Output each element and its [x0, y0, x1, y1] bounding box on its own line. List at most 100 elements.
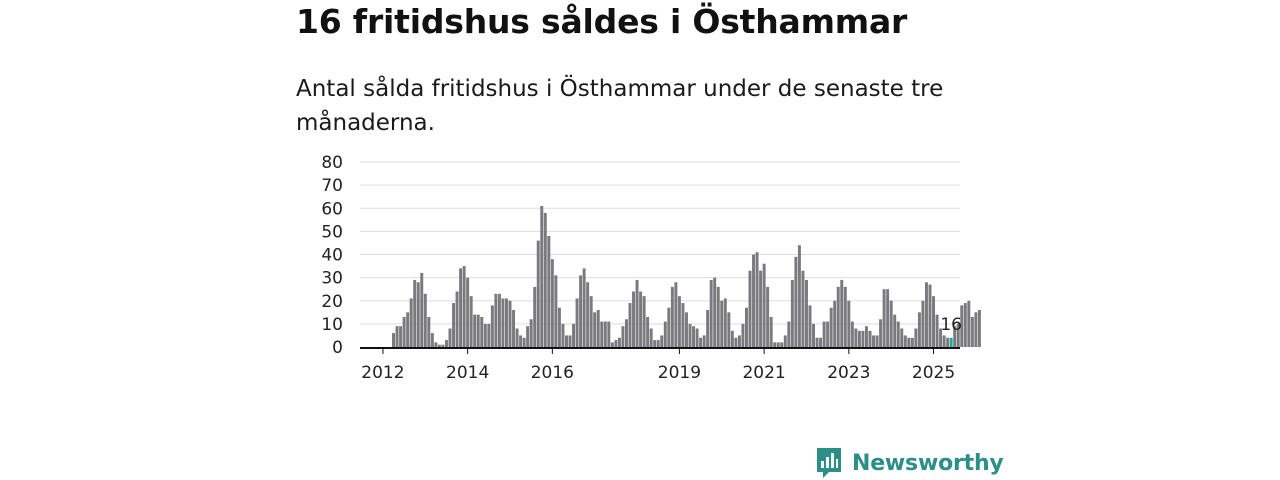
bar	[466, 277, 470, 348]
bar	[519, 335, 523, 347]
bar	[430, 333, 434, 348]
bar	[575, 298, 579, 347]
bar	[879, 319, 883, 347]
bar	[459, 268, 463, 348]
bar	[769, 316, 773, 347]
bar	[797, 245, 801, 347]
bar	[469, 296, 473, 348]
bar	[667, 307, 671, 347]
bar	[589, 296, 593, 348]
bar	[829, 307, 833, 347]
bar	[900, 328, 904, 347]
bar	[970, 316, 974, 347]
bar	[826, 321, 830, 347]
bar	[850, 321, 854, 347]
bar	[773, 342, 777, 348]
bar	[917, 312, 921, 347]
y-tick-label: 20	[321, 292, 343, 312]
bar	[420, 273, 424, 347]
bar	[875, 335, 879, 347]
bar	[744, 307, 748, 347]
bar	[504, 298, 508, 347]
x-tick-label: 2019	[658, 363, 701, 383]
bar	[522, 337, 526, 347]
bar	[480, 316, 484, 347]
bar	[699, 337, 703, 347]
bar	[402, 316, 406, 347]
bar	[674, 282, 678, 347]
bar	[752, 254, 756, 347]
bar	[473, 314, 477, 348]
y-tick-label: 60	[321, 199, 343, 219]
bar	[670, 286, 674, 348]
bar	[822, 321, 826, 347]
x-tick-label: 2014	[446, 363, 489, 383]
bar	[889, 300, 893, 347]
bar	[434, 342, 438, 348]
bar	[483, 323, 487, 348]
bar	[663, 321, 667, 347]
y-tick-label: 40	[321, 246, 343, 266]
bar	[593, 312, 597, 347]
bar	[843, 286, 847, 348]
bar	[395, 326, 399, 347]
bar	[614, 340, 618, 347]
bar	[808, 305, 812, 348]
bar	[886, 289, 890, 347]
bar	[727, 312, 731, 347]
bar	[441, 344, 445, 347]
bar	[610, 342, 614, 348]
bar	[801, 270, 805, 347]
bar	[444, 340, 448, 347]
bar	[681, 303, 685, 347]
bar	[861, 330, 865, 347]
bar	[783, 335, 787, 347]
bar	[543, 212, 547, 348]
bar	[603, 321, 607, 347]
bar	[607, 321, 611, 347]
bar	[766, 286, 770, 348]
bar	[702, 335, 706, 347]
bar	[596, 310, 600, 347]
bar	[635, 279, 639, 347]
bar	[956, 323, 960, 348]
bar	[967, 300, 971, 347]
bar	[932, 296, 936, 348]
bar	[939, 328, 943, 347]
bar	[582, 268, 586, 348]
bar	[409, 298, 413, 347]
grid-lines	[360, 161, 960, 325]
bar	[812, 323, 816, 348]
bar	[748, 270, 752, 347]
bar	[854, 328, 858, 347]
bar	[649, 328, 653, 347]
bar	[893, 314, 897, 348]
bar	[903, 335, 907, 347]
bar	[490, 305, 494, 348]
bar	[540, 205, 544, 347]
bar	[780, 342, 784, 348]
y-tick-label: 10	[321, 315, 343, 335]
bar	[833, 300, 837, 347]
bar	[455, 291, 459, 347]
x-tick-label: 2012	[361, 363, 404, 383]
bar	[706, 310, 710, 347]
x-tick-label: 2021	[742, 363, 785, 383]
bar	[515, 328, 519, 347]
bar	[868, 330, 872, 347]
bar	[737, 335, 741, 347]
bar	[723, 298, 727, 347]
bar	[557, 307, 561, 347]
bar	[960, 305, 964, 348]
bar	[921, 300, 925, 347]
y-tick-label: 0	[332, 338, 343, 358]
bar	[656, 340, 660, 347]
bar	[946, 337, 950, 347]
bar	[935, 314, 939, 348]
bar	[508, 300, 512, 347]
bar	[974, 312, 978, 347]
y-axis-ticks: 0 10 20 30 40 50 60 70 80	[321, 153, 343, 358]
bar	[600, 321, 604, 347]
bar	[501, 298, 505, 347]
